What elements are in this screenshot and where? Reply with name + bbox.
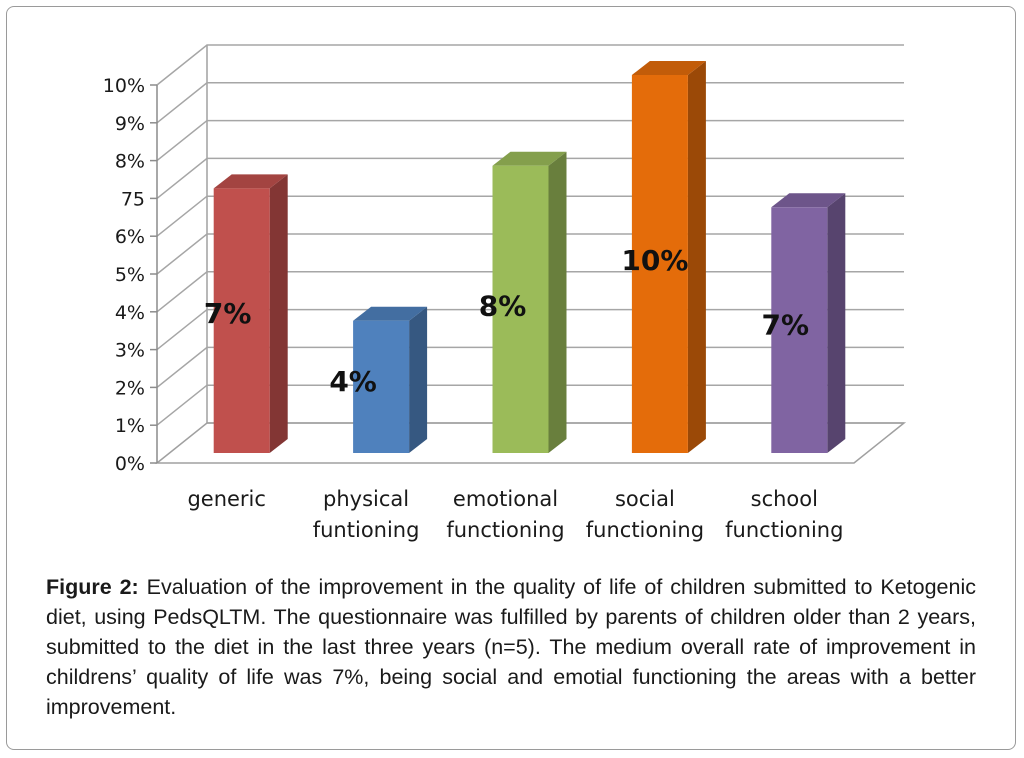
bar bbox=[631, 75, 688, 453]
x-category-label: emotional bbox=[453, 487, 558, 511]
bar-side bbox=[269, 174, 288, 453]
x-category-label: generic bbox=[187, 487, 266, 511]
y-tick-label: 8% bbox=[115, 151, 145, 173]
bar bbox=[213, 188, 270, 453]
floor-outline bbox=[154, 422, 907, 464]
gridline bbox=[156, 82, 904, 124]
bar-side bbox=[687, 61, 706, 453]
data-label: 8% bbox=[479, 290, 527, 323]
figure-caption: Figure 2: Evaluation of the improvement … bbox=[46, 572, 976, 722]
y-tick-label: 10% bbox=[103, 75, 145, 97]
bar-side bbox=[827, 193, 846, 454]
bar bbox=[771, 207, 828, 453]
data-label: 7% bbox=[204, 297, 252, 330]
bar-side bbox=[548, 151, 567, 453]
bar-top bbox=[631, 61, 706, 75]
y-tick-label: 5% bbox=[115, 264, 145, 286]
data-label: 10% bbox=[621, 244, 688, 277]
y-tick-label: 0% bbox=[115, 453, 145, 475]
bar bbox=[353, 320, 410, 453]
x-category-label: functioning bbox=[446, 518, 564, 542]
x-category-label: funtioning bbox=[313, 518, 420, 542]
bar-chart: 0% 1% 2% 3% 4% 5% 6% 75 8% 9% 10% 7% generic 4% physic… bbox=[103, 44, 907, 542]
y-tick-label: 3% bbox=[115, 340, 145, 362]
y-tick-label: 2% bbox=[115, 377, 145, 399]
y-tick-label: 6% bbox=[115, 226, 145, 248]
x-category-label: functioning bbox=[725, 518, 843, 542]
y-tick-label: 9% bbox=[115, 113, 145, 135]
bar-top bbox=[353, 306, 428, 321]
x-category-label: functioning bbox=[586, 518, 704, 542]
data-label: 7% bbox=[762, 308, 810, 341]
y-tick-label: 4% bbox=[115, 302, 145, 324]
caption-text: Evaluation of the improvement in the qua… bbox=[46, 575, 976, 719]
bar-top bbox=[771, 193, 846, 208]
gridline bbox=[156, 44, 904, 86]
bar-top bbox=[492, 151, 567, 166]
x-category-label: physical bbox=[323, 487, 409, 511]
data-label: 4% bbox=[329, 365, 377, 398]
y-tick-label: 1% bbox=[115, 415, 145, 437]
bar bbox=[492, 165, 549, 453]
bar-top bbox=[213, 174, 288, 189]
x-category-label: school bbox=[751, 487, 818, 511]
caption-label: Figure 2: bbox=[46, 575, 139, 599]
bar-side bbox=[409, 306, 428, 453]
x-category-label: social bbox=[615, 487, 675, 511]
y-tick-label: 75 bbox=[121, 188, 145, 210]
